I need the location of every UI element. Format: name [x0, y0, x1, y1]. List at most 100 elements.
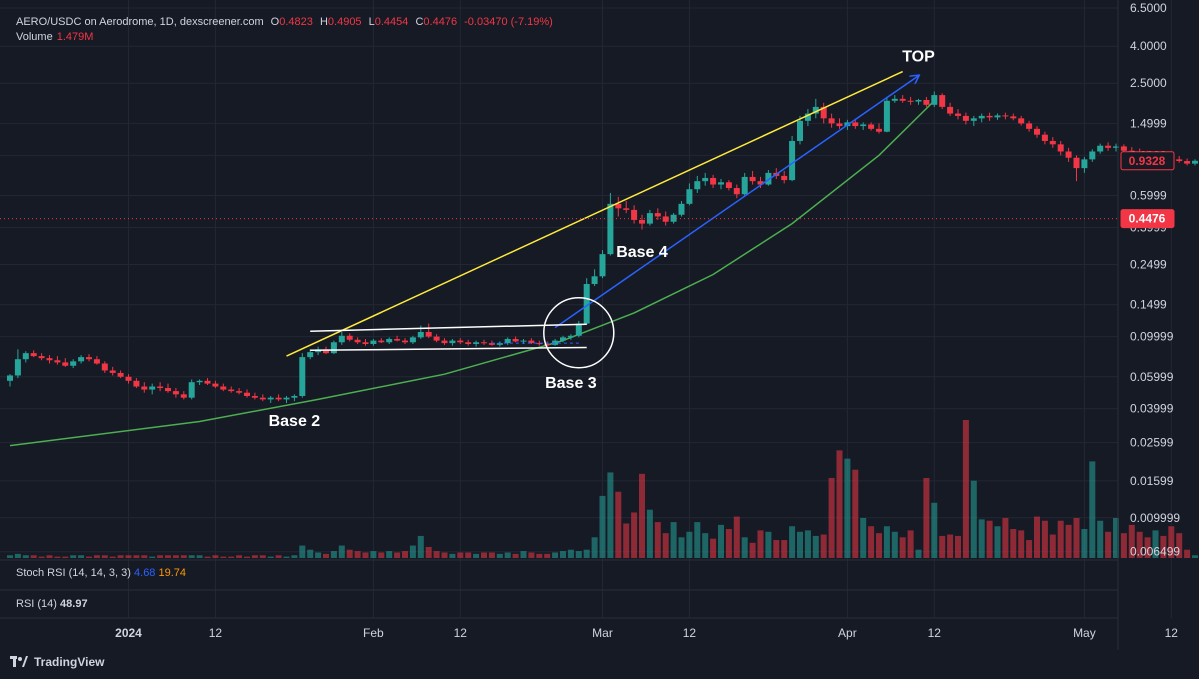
volume-bar [631, 512, 638, 558]
volume-bar [14, 553, 21, 558]
candle-body [109, 370, 116, 373]
volume-bar [488, 552, 495, 558]
volume-bar [117, 555, 124, 558]
price-label-text: 0.9328 [1129, 154, 1166, 168]
volume-bar [718, 524, 724, 558]
volume-bar [1065, 524, 1072, 558]
volume-bar [670, 522, 677, 558]
volume-bar [346, 549, 353, 558]
volume-bar [757, 530, 764, 558]
volume-bar [694, 522, 701, 558]
x-tick-label: Feb [363, 626, 384, 640]
candle-body [496, 343, 503, 345]
candle-body [552, 340, 559, 345]
candle-body [599, 254, 606, 277]
volume-bar [481, 552, 487, 558]
volume-bar [362, 552, 369, 558]
candle-body [970, 118, 977, 121]
candle-body [978, 115, 985, 119]
volume-bar [986, 520, 993, 558]
rsi-value: 48.97 [60, 598, 88, 610]
y-tick-label: 0.009999 [1130, 511, 1180, 525]
candle-body [749, 176, 756, 182]
change-value: -0.03470 (-7.19%) [464, 16, 553, 28]
volume-bar [1010, 529, 1017, 558]
candle-body [852, 122, 859, 127]
candle-body [488, 343, 495, 345]
volume-bar [733, 516, 740, 558]
candle-body [583, 283, 590, 324]
x-tick-label: May [1073, 626, 1096, 640]
tradingview-icon [10, 656, 28, 667]
volume-bar [1089, 461, 1096, 558]
ohlc-header: AERO/USDC on Aerodrome, 1D, dexscreener.… [16, 16, 557, 28]
candle-body [1192, 160, 1198, 164]
candle-body [323, 349, 329, 354]
y-tick-label: 0.5999 [1130, 189, 1167, 203]
y-tick-label: 2.5000 [1130, 76, 1167, 90]
volume-bar [1002, 517, 1009, 558]
candle-body [1097, 145, 1104, 152]
candle-body [662, 216, 669, 222]
candle-body [789, 140, 796, 181]
volume-bar [330, 551, 337, 558]
candle-body [962, 115, 969, 121]
candle-body [30, 353, 37, 357]
candle-body [433, 336, 440, 341]
volume-bar [1113, 517, 1119, 558]
volume-bar [1136, 531, 1143, 558]
candle-body [860, 124, 867, 127]
volume-bar [607, 472, 614, 558]
volume-bar [1034, 516, 1040, 558]
volume-bar [496, 553, 503, 558]
open-label: O [270, 16, 280, 28]
y-tick-label: 0.09999 [1130, 330, 1174, 344]
y-tick-label: 1.4999 [1130, 116, 1167, 130]
candle-body [1089, 151, 1096, 160]
candle-body [812, 106, 819, 114]
volume-bar [512, 553, 519, 558]
candle-body [7, 375, 13, 381]
candle-body [204, 380, 211, 384]
volume-bar [662, 533, 669, 558]
volume-bar [157, 555, 164, 558]
candle-body [157, 386, 164, 389]
volume-bar [465, 552, 472, 558]
brand-name: TradingView [34, 655, 105, 669]
volume-bar [409, 545, 416, 558]
candle-body [741, 176, 748, 195]
candle-body [22, 353, 29, 360]
candle-body [394, 338, 401, 341]
volume-bar [220, 556, 227, 558]
candle-body [639, 219, 645, 224]
volume-bar [560, 551, 566, 558]
stoch-d-value: 19.74 [158, 567, 187, 579]
candle-body [567, 335, 574, 338]
candle-body [654, 213, 661, 217]
volume-bar [101, 555, 108, 558]
candle-body [710, 177, 717, 185]
candle-body [70, 361, 77, 366]
candle-body [172, 391, 179, 395]
stoch-rsi-legend[interactable]: Stoch RSI (14, 14, 3, 3) 4.68 19.74 [16, 567, 186, 579]
volume-bar [812, 535, 819, 558]
volume-bar [1144, 537, 1151, 558]
candle-body [417, 331, 424, 338]
rsi-legend[interactable]: RSI (14) 48.97 [16, 598, 88, 610]
volume-bar [1026, 540, 1033, 558]
volume-bar [46, 555, 53, 558]
candle-body [1026, 123, 1033, 129]
tradingview-logo[interactable]: TradingView [10, 655, 104, 669]
trendline-blue [554, 76, 918, 329]
candle-body [615, 203, 622, 209]
volume-bar [504, 552, 511, 558]
volume-bars [7, 420, 1198, 558]
x-tick-label: 12 [209, 626, 223, 640]
candle-body [78, 357, 85, 362]
y-tick-label: 0.02599 [1130, 436, 1174, 450]
volume-bar [267, 556, 274, 558]
candle-body [631, 209, 638, 220]
volume-bar [299, 545, 306, 558]
volume-bar [457, 552, 464, 558]
